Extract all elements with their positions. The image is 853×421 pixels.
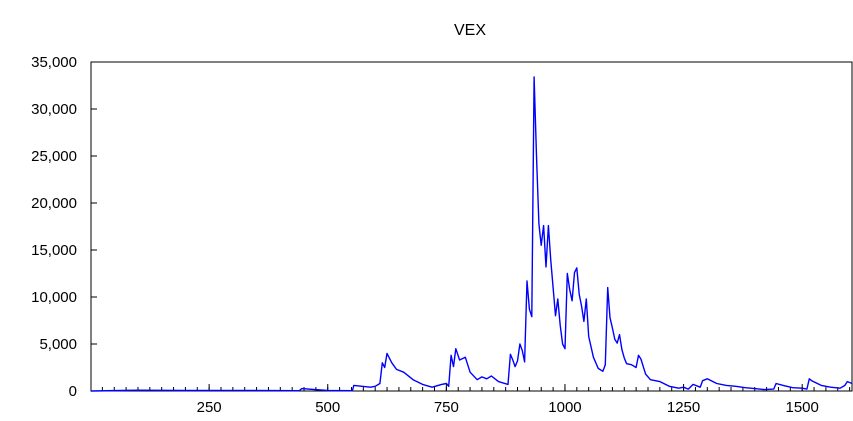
x-tick-label: 1500 [785, 399, 818, 416]
series-layer [90, 76, 853, 392]
y-axis: 0 5,000 10,000 15,000 20,000 25,000 30,000 35,0… [31, 54, 97, 400]
y-tick-label: 35,000 [31, 54, 77, 71]
x-tick-label: 250 [197, 399, 222, 416]
y-tick-label: 15,000 [31, 242, 77, 259]
x-tick-label: 1250 [667, 399, 700, 416]
y-tick-label: 10,000 [31, 289, 77, 306]
x-tick-label: 750 [434, 399, 459, 416]
x-tick-label: 1000 [548, 399, 581, 416]
x-tick-label: 500 [315, 399, 340, 416]
y-tick-label: 30,000 [31, 101, 77, 118]
y-tick-label: 25,000 [31, 148, 77, 165]
y-tick-label: 20,000 [31, 195, 77, 212]
x-axis: 250 500 750 1000 1250 1500 [101, 384, 851, 416]
series-line [90, 76, 853, 392]
y-tick-label: 5,000 [39, 336, 77, 353]
y-tick-label: 0 [69, 383, 77, 400]
chart-title: VEX [454, 22, 486, 39]
plot-frame [90, 61, 853, 392]
